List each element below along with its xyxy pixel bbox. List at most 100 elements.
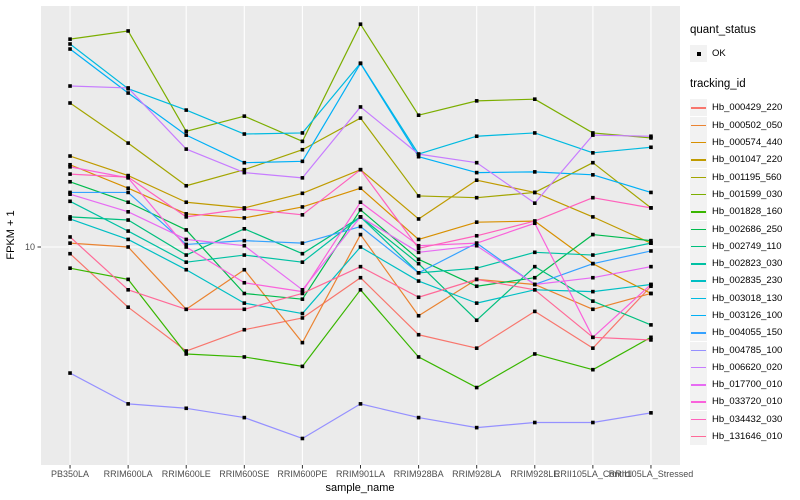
data-point xyxy=(416,313,421,318)
data-point xyxy=(358,215,363,219)
data-point xyxy=(416,246,421,251)
legend-item-label: Hb_003126_100 xyxy=(712,310,783,321)
legend-key-line xyxy=(690,324,707,342)
legend-item-Hb_001599_030: Hb_001599_030 xyxy=(690,185,798,203)
legend-key-line xyxy=(690,237,707,255)
legend-item-label: Hb_002686_250 xyxy=(712,223,783,235)
legend-item-Hb_033720_010: Hb_033720_010 xyxy=(690,393,798,411)
data-point xyxy=(126,237,130,242)
x-tick-label: RRIM600LE xyxy=(161,469,211,479)
data-point xyxy=(474,301,479,305)
data-point xyxy=(126,402,130,406)
data-point xyxy=(591,173,595,177)
data-point xyxy=(300,311,305,316)
legend-item-Hb_004055_150: Hb_004055_150 xyxy=(690,324,798,342)
data-point xyxy=(474,134,479,139)
data-point xyxy=(68,47,72,51)
data-point xyxy=(300,147,305,152)
data-point xyxy=(649,335,653,340)
data-point xyxy=(474,195,479,200)
x-tick-label: RRIM928BA xyxy=(393,469,444,479)
data-point xyxy=(591,232,595,237)
legend: quant_status OK tracking_id Hb_000429_22… xyxy=(690,24,798,446)
data-point xyxy=(416,113,421,118)
data-point xyxy=(591,367,595,372)
series-color-swatch xyxy=(691,142,706,144)
data-point xyxy=(184,228,189,232)
legend-group-tracking-id: tracking_id Hb_000429_220 Hb_000502_050 Hb… xyxy=(690,78,798,446)
data-point xyxy=(532,250,537,255)
legend-key-line xyxy=(690,220,707,238)
data-point xyxy=(532,420,537,425)
legend-key-line xyxy=(690,116,707,134)
legend-key-line xyxy=(690,410,707,428)
legend-item-Hb_003018_130: Hb_003018_130 xyxy=(690,289,798,307)
data-point xyxy=(532,275,537,280)
data-point xyxy=(591,261,595,266)
legend-item-label: Hb_131646_010 xyxy=(712,431,783,443)
data-point xyxy=(649,264,653,269)
data-point xyxy=(126,288,130,292)
data-point xyxy=(300,251,305,256)
data-point xyxy=(68,371,72,375)
ok-point-icon xyxy=(696,51,701,56)
series-color-swatch xyxy=(691,418,706,421)
legend-key-line xyxy=(690,99,707,117)
data-point xyxy=(649,323,653,327)
series-color-swatch xyxy=(691,159,706,161)
legend-item-label: Hb_034432_030 xyxy=(712,413,783,425)
data-point xyxy=(532,309,537,314)
data-point xyxy=(184,245,189,249)
data-point xyxy=(68,217,72,221)
data-point xyxy=(416,295,421,300)
legend-item-label: Hb_002749_110 xyxy=(712,240,782,252)
data-point xyxy=(184,260,189,264)
series-color-swatch xyxy=(691,263,706,265)
series-color-swatch xyxy=(691,228,706,230)
legend-item-Hb_006620_020: Hb_006620_020 xyxy=(690,358,798,376)
data-point xyxy=(242,170,247,175)
series-color-swatch xyxy=(691,280,706,282)
data-point xyxy=(532,97,537,101)
data-point xyxy=(532,352,537,356)
data-point xyxy=(649,338,653,342)
legend-item-Hb_002686_250: Hb_002686_250 xyxy=(690,220,798,238)
legend-item-Hb_034432_030: Hb_034432_030 xyxy=(690,410,798,428)
series-color-swatch xyxy=(691,349,706,351)
series-color-swatch xyxy=(691,245,706,248)
legend-item-label: Hb_001195_560 xyxy=(712,171,782,183)
data-point xyxy=(300,364,305,369)
data-point xyxy=(68,162,72,167)
legend-item-label: Hb_002835_230 xyxy=(712,275,783,287)
data-point xyxy=(184,349,189,353)
legend-key-line xyxy=(690,428,707,446)
legend-item-Hb_002835_230: Hb_002835_230 xyxy=(690,272,798,290)
data-point xyxy=(591,133,595,137)
data-point xyxy=(126,141,130,145)
data-point xyxy=(474,425,479,430)
data-point xyxy=(68,172,72,176)
series-color-swatch xyxy=(691,384,706,386)
data-point xyxy=(416,194,421,198)
data-point xyxy=(416,154,421,159)
data-point xyxy=(242,226,247,231)
data-point xyxy=(591,289,595,294)
data-point xyxy=(126,245,130,249)
legend-item-Hb_017700_010: Hb_017700_010 xyxy=(690,376,798,394)
data-point xyxy=(184,253,189,257)
legend-item-Hb_000429_220: Hb_000429_220 xyxy=(690,99,798,117)
legend-item-Hb_000502_050: Hb_000502_050 xyxy=(690,116,798,134)
data-point xyxy=(532,282,537,287)
data-point xyxy=(358,200,363,205)
data-point xyxy=(68,101,72,105)
series-color-swatch xyxy=(691,401,706,403)
legend-item-Hb_004785_100: Hb_004785_100 xyxy=(690,341,798,359)
legend-item-label: Hb_001047_220 xyxy=(712,154,783,166)
legend-key-line xyxy=(690,134,707,152)
data-point xyxy=(126,305,130,309)
data-point xyxy=(532,221,537,226)
x-tick-label: RRII105LA_Control xyxy=(553,469,632,479)
series-color-swatch xyxy=(691,366,706,369)
data-point xyxy=(242,301,247,305)
